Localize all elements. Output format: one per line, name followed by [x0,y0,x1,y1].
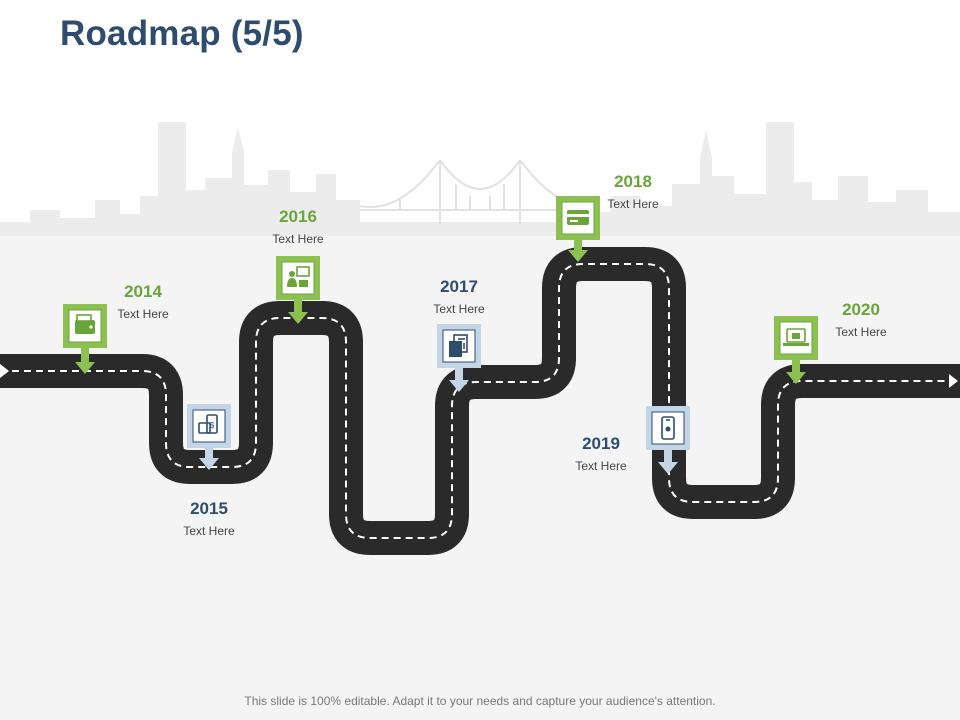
marker-arrow [786,372,806,384]
milestone-marker [646,406,690,474]
marker-stem [455,366,463,382]
footer-note: This slide is 100% editable. Adapt it to… [244,694,716,708]
marker-arrow [199,458,219,470]
milestone-year: 2017 [440,277,478,296]
milestone-marker [63,304,107,374]
milestone-2020: 2020 Text Here [791,300,931,339]
milestone-year: 2020 [842,300,880,319]
milestone-2018: 2018 Text Here [563,172,703,211]
presentation-icon [287,266,310,287]
milestone-2019: 2019 Text Here [531,434,671,473]
milestone-year: 2018 [614,172,652,191]
milestone-text: Text Here [272,232,324,246]
marker-icon-frame [779,321,813,355]
marker-stem [574,238,582,252]
marker-stem [81,346,89,364]
milestone-markers: $ [63,196,818,474]
milestone-2015: 2015 Text Here [139,499,279,538]
marker-stem [205,446,213,460]
marker-stem [294,298,302,314]
marker-arrow [75,362,95,374]
milestone-marker: $ [187,404,231,470]
milestone-year: 2014 [124,282,162,301]
city-skyline [0,122,960,236]
milestone-2016: 2016 Text Here [228,207,368,246]
smartphone-icon [661,416,675,440]
marker-stem [664,448,672,464]
milestone-text: Text Here [117,307,169,321]
milestone-year: 2015 [190,499,228,518]
marker-arrow [658,462,678,474]
milestone-text: Text Here [575,459,627,473]
milestone-year: 2016 [279,207,317,226]
marker-arrow [449,380,469,392]
documents-icon [449,334,468,357]
wallet-icon [75,314,95,334]
milestone-year: 2019 [582,434,620,453]
svg-text:$: $ [210,421,215,430]
milestone-text: Text Here [183,524,235,538]
credit-card-icon [567,210,589,225]
road-start-arrow-icon [0,364,9,378]
marker-arrow [568,250,588,262]
milestone-text: Text Here [607,197,659,211]
milestone-marker [774,316,818,384]
laptop-icon [783,328,809,346]
milestone-marker [437,324,481,392]
milestone-text: Text Here [835,325,887,339]
page-title: Roadmap (5/5) [60,14,304,53]
marker-arrow [288,312,308,324]
milestone-2017: 2017 Text Here [389,277,529,316]
road-end-arrow-icon [949,374,958,388]
milestone-2014: 2014 Text Here [73,282,213,321]
milestone-marker [556,196,600,262]
road-center-dashes [0,263,960,539]
milestone-text: Text Here [433,302,485,316]
milestone-marker [276,256,320,324]
mobile-payment-icon: $ [198,414,218,434]
marker-stem [792,358,800,374]
